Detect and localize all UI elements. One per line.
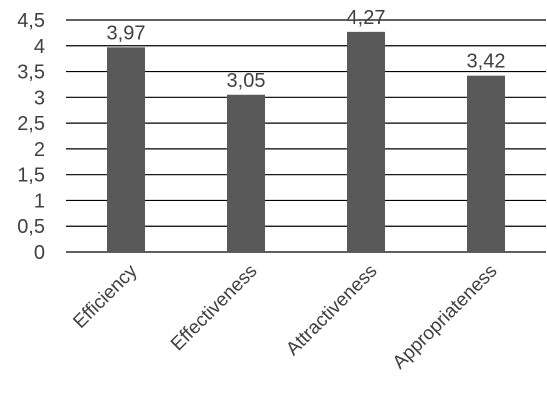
y-tick-label: 4,5 [17,10,45,32]
x-tick-label: Efficiency [69,260,141,332]
y-tick-label: 1 [34,190,45,212]
y-tick-label: 4 [34,36,45,58]
bar [227,94,265,252]
y-tick-label: 0 [34,242,45,264]
bars [107,31,505,253]
y-tick-label: 3 [34,87,45,109]
x-tick-label: Effectiveness [167,261,262,356]
bar [347,31,385,253]
x-tick-label: Appropriateness [389,261,502,374]
bar [107,47,145,252]
y-axis-ticks: 0 0,5 1 1,5 2 2,5 3 3,5 4 4,5 [17,10,45,264]
x-tick-label: Attractiveness [282,261,381,360]
y-tick-label: 3,5 [17,62,45,84]
data-label: 4,27 [347,7,386,29]
bar [467,75,505,253]
data-label: 3,97 [107,22,146,44]
y-tick-label: 2,5 [17,113,45,135]
gridlines [66,19,546,253]
data-label: 3,05 [227,70,266,92]
data-labels: 3,97 3,05 4,27 3,42 [107,7,506,92]
y-tick-label: 1,5 [17,165,45,187]
data-label: 3,42 [467,51,506,73]
y-tick-label: 0,5 [17,216,45,238]
y-tick-label: 2 [34,139,45,161]
category-labels: Efficiency Effectiveness Attractiveness App… [69,260,501,373]
